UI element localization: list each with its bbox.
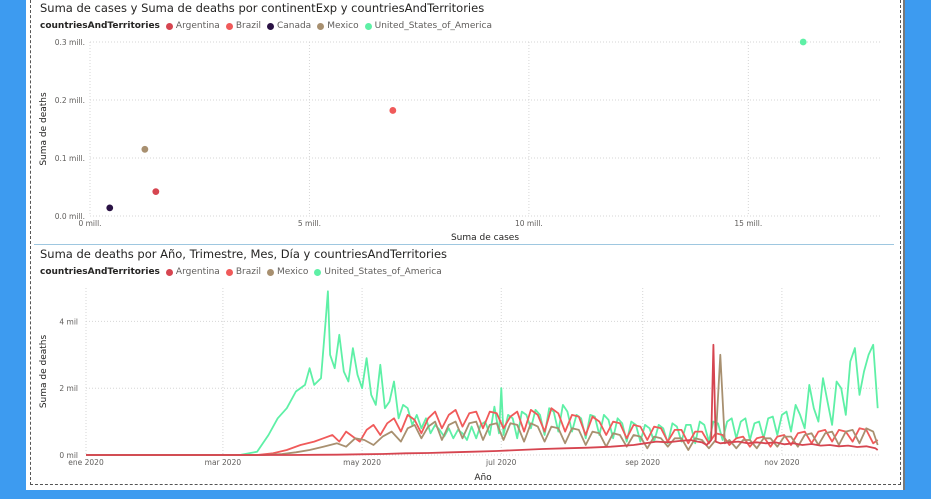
line-legend-title: countriesAndTerritories (40, 267, 160, 277)
scatter-legend-title: countriesAndTerritories (40, 21, 160, 31)
legend-item-usa[interactable]: United_States_of_America (364, 21, 493, 31)
y-tick-label: 0.0 mill. (55, 212, 85, 221)
legend-item-brazil[interactable]: Brazil (225, 267, 261, 277)
legend-item-usa[interactable]: United_States_of_America (314, 267, 442, 277)
y-axis-label: Suma de deaths (39, 92, 49, 166)
series-line-argentina (86, 343, 879, 456)
legend-dot (225, 268, 233, 276)
x-tick-label: mar 2020 (205, 458, 242, 467)
legend-item-brazil[interactable]: Brazil (225, 21, 261, 31)
legend-label: Mexico (276, 267, 309, 277)
legend-item-mexico[interactable]: Mexico (317, 21, 359, 31)
x-axis-label: Suma de cases (451, 233, 519, 243)
line-title: Suma de deaths por Año, Trimestre, Mes, … (40, 247, 448, 261)
legend-item-mexico[interactable]: Mexico (266, 267, 309, 277)
x-tick-label: nov 2020 (764, 458, 799, 467)
series-line-united_states_of_america (86, 290, 879, 456)
scatter-point-argentina (152, 188, 160, 196)
legend-dot (165, 22, 173, 30)
visual-divider (34, 244, 894, 245)
legend-dot (317, 22, 325, 30)
report-frame (30, 0, 901, 485)
legend-label: United_States_of_America (324, 267, 442, 277)
scatter-point-mexico (141, 145, 149, 153)
legend-item-argentina[interactable]: Argentina (165, 21, 220, 31)
legend-label: Brazil (235, 267, 261, 277)
scatter-title: Suma de cases y Suma de deaths por conti… (40, 1, 485, 15)
legend-label: Mexico (327, 21, 359, 31)
legend-label: Brazil (235, 21, 261, 31)
legend-dot (314, 268, 322, 276)
scatter-point-canada (106, 204, 114, 212)
legend-dot (266, 22, 274, 30)
y-tick-label: 0 mil (59, 451, 78, 460)
legend-label: Argentina (175, 267, 220, 277)
line-plot[interactable]: 0 mil 2 mil 4 mil ene 2020 mar 2020 may 2020 j… (34, 246, 894, 484)
x-tick-label: 5 mill. (298, 219, 321, 228)
x-tick-label: may 2020 (343, 458, 381, 467)
legend-item-argentina[interactable]: Argentina (165, 267, 220, 277)
y-tick-label: 4 mil (59, 317, 78, 326)
x-tick-label: 0 mill. (78, 219, 101, 228)
y-tick-label: 0.2 mill. (55, 96, 85, 105)
scatter-plot[interactable]: 0.0 mill. 0.1 mill. 0.2 mill. 0.3 mill. 0 mi… (34, 0, 894, 244)
legend-dot (225, 22, 233, 30)
report-canvas (26, 0, 905, 490)
vertical-scrollbar[interactable] (903, 0, 905, 490)
scatter-point-brazil (389, 107, 397, 114)
legend-label: Canada (276, 21, 312, 31)
series-line-mexico (86, 353, 879, 456)
y-tick-label: 0.3 mill. (55, 38, 85, 47)
scatter-point-united_states_of_america (799, 38, 807, 46)
scatter-legend: countriesAndTerritories Argentina Brazil… (40, 21, 498, 31)
x-tick-label: jul 2020 (485, 458, 517, 467)
legend-label: Argentina (175, 21, 220, 31)
x-tick-label: ene 2020 (68, 458, 104, 467)
scatter-visual[interactable]: Suma de cases y Suma de deaths por conti… (34, 0, 894, 244)
y-tick-label: 2 mil (59, 384, 78, 393)
x-tick-label: sep 2020 (625, 458, 660, 467)
legend-dot (364, 22, 372, 30)
x-tick-label: 15 mill. (734, 219, 762, 228)
legend-label: United_States_of_America (374, 21, 493, 31)
series-line-brazil (86, 407, 879, 456)
legend-dot (165, 268, 173, 276)
x-tick-label: 10 mill. (515, 219, 543, 228)
y-tick-label: 0.1 mill. (55, 154, 85, 163)
y-axis-label: Suma de deaths (39, 335, 49, 409)
line-legend: countriesAndTerritories Argentina Brazil… (40, 267, 448, 277)
legend-dot (266, 268, 274, 276)
x-axis-label: Año (474, 473, 492, 483)
legend-item-canada[interactable]: Canada (266, 21, 312, 31)
line-visual[interactable]: Suma de deaths por Año, Trimestre, Mes, … (34, 246, 894, 484)
